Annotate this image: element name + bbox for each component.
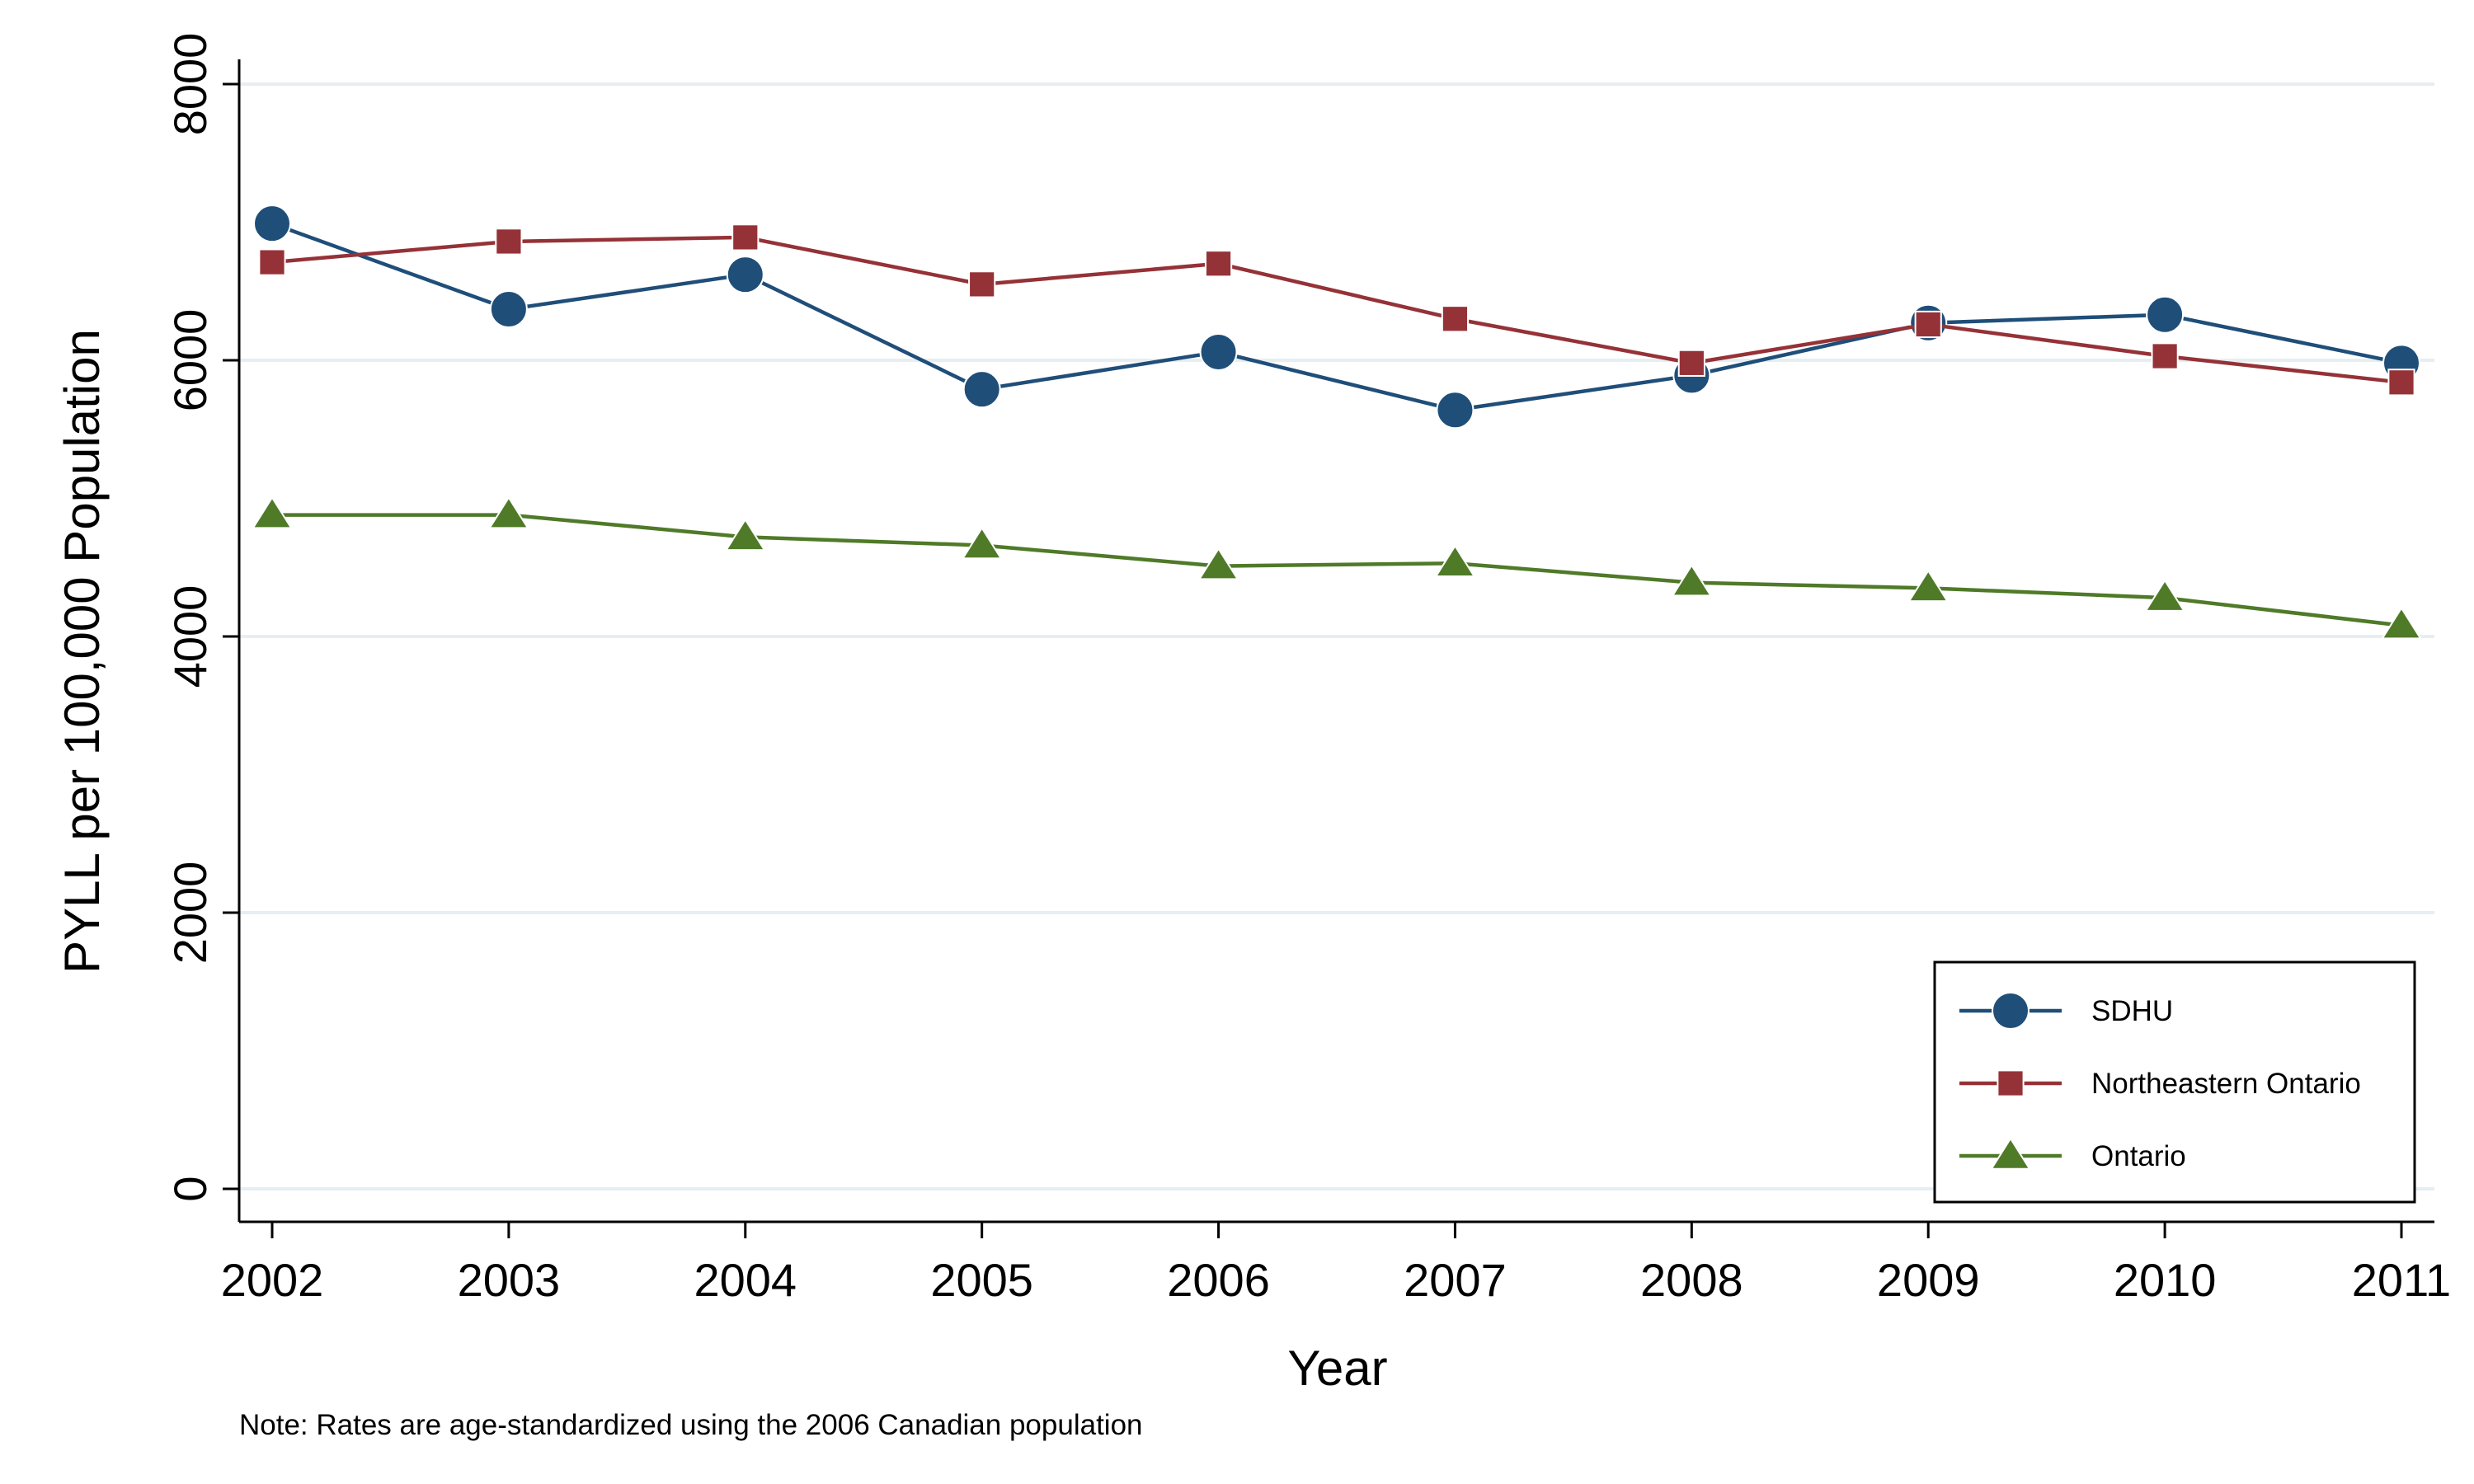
series-line-ontario [272, 513, 2402, 627]
x-tick-label-2009: 2009 [1877, 1254, 1980, 1306]
data-point-sdhu-2005 [962, 370, 1001, 409]
data-point-northeastern-ontario-2004 [731, 223, 760, 251]
x-tick-label-2002: 2002 [221, 1254, 324, 1306]
data-point-northeastern-ontario-2010 [2151, 342, 2179, 370]
legend-item-ontario: Ontario [1959, 1137, 2186, 1172]
series-group [252, 204, 2422, 640]
data-point-sdhu-2010 [2146, 295, 2185, 334]
x-tick-label-2005: 2005 [930, 1254, 1033, 1306]
data-point-northeastern-ontario-2006 [1204, 250, 1233, 278]
legend-item-northeastern-ontario: Northeastern Ontario [1959, 1068, 2361, 1100]
data-point-northeastern-ontario-2005 [968, 270, 996, 298]
data-point-northeastern-ontario-2007 [1441, 305, 1470, 333]
data-point-northeastern-ontario-2002 [258, 248, 286, 276]
x-tick-label-2004: 2004 [694, 1254, 797, 1306]
data-point-sdhu-2003 [489, 290, 528, 329]
x-tick-label-2003: 2003 [458, 1254, 561, 1306]
y-tick-label-4000: 4000 [164, 585, 216, 688]
data-point-northeastern-ontario-2009 [1914, 310, 1942, 339]
series-line-northeastern-ontario [271, 235, 2402, 385]
series-northeastern-ontario [258, 223, 2415, 397]
series-line-sdhu [271, 222, 2402, 412]
data-point-northeastern-ontario-2003 [495, 228, 523, 256]
y-tick-label-8000: 8000 [164, 33, 216, 136]
legend-label-sdhu: SDHU [2091, 995, 2173, 1027]
data-point-ontario-2004 [724, 518, 766, 552]
data-point-ontario-2008 [1671, 563, 1713, 597]
legend-item-sdhu: SDHU [1959, 992, 2173, 1030]
data-point-sdhu-2007 [1436, 391, 1475, 430]
series-sdhu [253, 204, 2420, 430]
data-point-sdhu-2002 [253, 204, 291, 243]
x-tick-label-2010: 2010 [2114, 1254, 2217, 1306]
x-tick-label-2011: 2011 [2352, 1254, 2451, 1306]
data-point-ontario-2003 [487, 495, 529, 529]
data-point-northeastern-ontario-2011 [2387, 369, 2415, 397]
x-tick-label-2008: 2008 [1640, 1254, 1743, 1306]
legend-marker-ontario [1990, 1137, 2031, 1170]
data-point-ontario-2007 [1434, 544, 1476, 577]
data-point-ontario-2011 [2381, 606, 2422, 640]
footnote: Note: Rates are age-standardized using t… [239, 1409, 1143, 1441]
y-tick-label-2000: 2000 [164, 862, 216, 965]
legend-label-ontario: Ontario [2091, 1140, 2186, 1172]
data-point-sdhu-2006 [1199, 332, 1238, 371]
data-point-ontario-2002 [252, 495, 293, 529]
axes: 0 2000 4000 6000 8000 2002 2003 2004 2005 2006 200… [164, 33, 2451, 1306]
y-tick-label-0: 0 [164, 1176, 216, 1201]
legend: SDHU Northeastern Ontario Ontario [1933, 960, 2416, 1204]
x-tick-label-2007: 2007 [1404, 1254, 1507, 1306]
data-point-ontario-2005 [961, 526, 1003, 560]
y-tick-label-6000: 6000 [164, 309, 216, 412]
legend-label-northeastern-ontario: Northeastern Ontario [2091, 1068, 2361, 1100]
data-point-northeastern-ontario-2008 [1677, 349, 1705, 377]
data-point-ontario-2009 [1907, 569, 1950, 603]
x-tick-label-2006: 2006 [1167, 1254, 1270, 1306]
legend-marker-northeastern-ontario [1997, 1069, 2025, 1097]
data-point-ontario-2010 [2144, 579, 2186, 612]
series-ontario [252, 495, 2422, 640]
data-point-sdhu-2004 [726, 256, 764, 294]
y-axis-title: PYLL per 100,000 Population [54, 329, 110, 974]
data-point-ontario-2006 [1197, 547, 1239, 580]
x-axis-title: Year [1287, 1341, 1387, 1396]
legend-marker-sdhu [1992, 992, 2030, 1030]
